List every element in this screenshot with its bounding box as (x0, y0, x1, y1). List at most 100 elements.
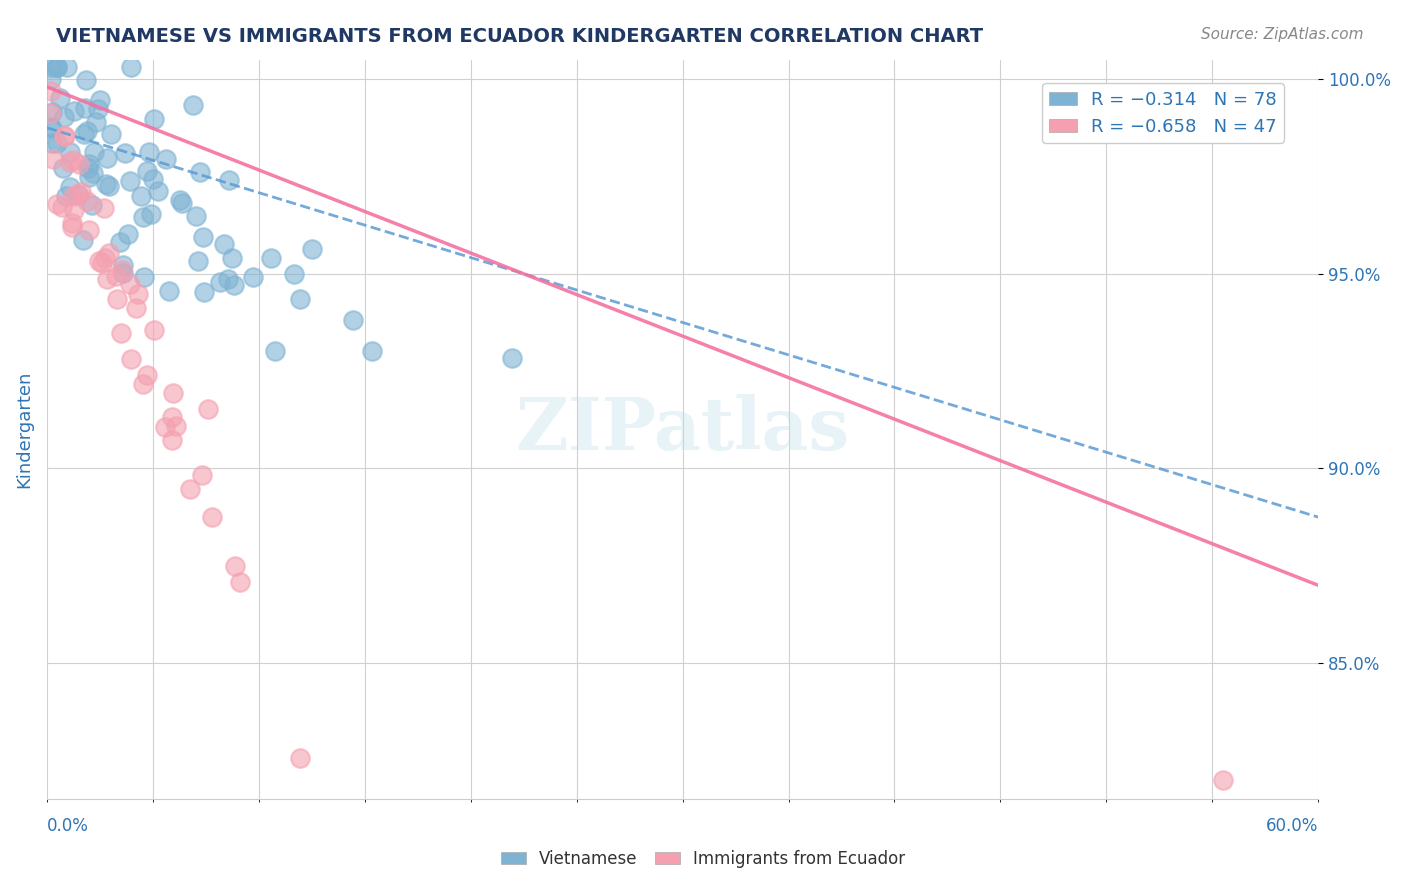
Point (48, 90, 70, 104)
Point (62, 153, 84, 167)
Point (132, 376, 155, 391)
Point (111, 266, 134, 280)
Point (45, 136, 67, 150)
Point (264, 344, 287, 359)
Point (76, 194, 98, 208)
Point (242, 270, 264, 285)
Point (55, 61, 77, 75)
Point (79, 157, 101, 171)
Point (118, 174, 141, 188)
Point (69, 186, 91, 200)
Point (127, 286, 149, 301)
Point (94, 251, 117, 265)
Point (76, 124, 98, 138)
Point (120, 352, 142, 367)
Point (97, 246, 120, 260)
Legend: Vietnamese, Immigrants from Ecuador: Vietnamese, Immigrants from Ecuador (495, 844, 911, 875)
Point (39, 84, 62, 98)
Point (162, 385, 184, 400)
Point (51, 200, 73, 214)
Text: ZIPatlas: ZIPatlas (516, 394, 849, 465)
Point (110, 326, 132, 340)
Point (132, 210, 155, 224)
Point (83, 145, 105, 159)
Point (114, 145, 136, 160)
Point (184, 209, 207, 223)
Point (73, 101, 96, 115)
Point (52, 161, 75, 175)
Point (96, 272, 118, 286)
Point (197, 402, 219, 417)
Point (283, 267, 305, 281)
Point (117, 227, 139, 241)
Y-axis label: Kindergarten: Kindergarten (15, 371, 32, 488)
Point (224, 559, 246, 574)
Point (67, 187, 90, 202)
Point (91, 256, 114, 270)
Text: Source: ZipAtlas.com: Source: ZipAtlas.com (1201, 27, 1364, 42)
Point (39, 120, 62, 134)
Point (41, 104, 63, 119)
Point (62, 189, 84, 203)
Point (179, 482, 201, 496)
Point (97, 179, 120, 194)
Point (45, 61, 67, 75)
Point (125, 301, 148, 315)
Point (229, 574, 252, 589)
Point (77, 169, 100, 184)
Point (53, 111, 76, 125)
Point (112, 258, 135, 272)
Point (72, 233, 94, 247)
Point (89, 253, 111, 268)
Point (142, 172, 165, 186)
Point (96, 152, 118, 166)
Point (136, 164, 159, 178)
Point (80, 198, 103, 212)
Point (217, 271, 239, 285)
Point (360, 344, 382, 359)
Point (1212, 772, 1234, 787)
Point (157, 284, 180, 298)
Text: 60.0%: 60.0% (1265, 817, 1319, 835)
Point (218, 173, 240, 187)
Point (53, 129, 76, 144)
Point (160, 409, 183, 424)
Point (39, 71, 62, 86)
Point (160, 434, 183, 448)
Point (59, 154, 82, 169)
Point (172, 196, 194, 211)
Point (501, 351, 523, 365)
Point (45, 61, 67, 75)
Point (63, 202, 86, 217)
Point (59, 179, 82, 194)
Point (169, 193, 191, 207)
Point (181, 98, 204, 112)
Point (131, 189, 153, 203)
Legend: R = −0.314   N = 78, R = −0.658   N = 47: R = −0.314 N = 78, R = −0.658 N = 47 (1042, 84, 1284, 143)
Point (209, 275, 232, 289)
Point (42, 152, 65, 166)
Point (39, 61, 62, 75)
Text: 0.0%: 0.0% (46, 817, 89, 835)
Point (143, 323, 166, 337)
Point (46, 197, 69, 211)
Point (93, 201, 115, 215)
Point (222, 277, 245, 292)
Point (75, 73, 97, 87)
Point (89, 93, 111, 107)
Point (193, 285, 215, 299)
Point (260, 251, 283, 265)
Point (104, 268, 127, 283)
Point (100, 127, 122, 141)
Point (82, 166, 104, 180)
Point (39, 106, 62, 120)
Point (290, 751, 312, 765)
Point (193, 230, 215, 244)
Point (141, 207, 163, 221)
Point (153, 420, 176, 434)
Point (111, 263, 134, 277)
Point (60, 216, 83, 230)
Point (41, 136, 63, 151)
Point (63, 104, 86, 119)
Point (87, 102, 110, 116)
